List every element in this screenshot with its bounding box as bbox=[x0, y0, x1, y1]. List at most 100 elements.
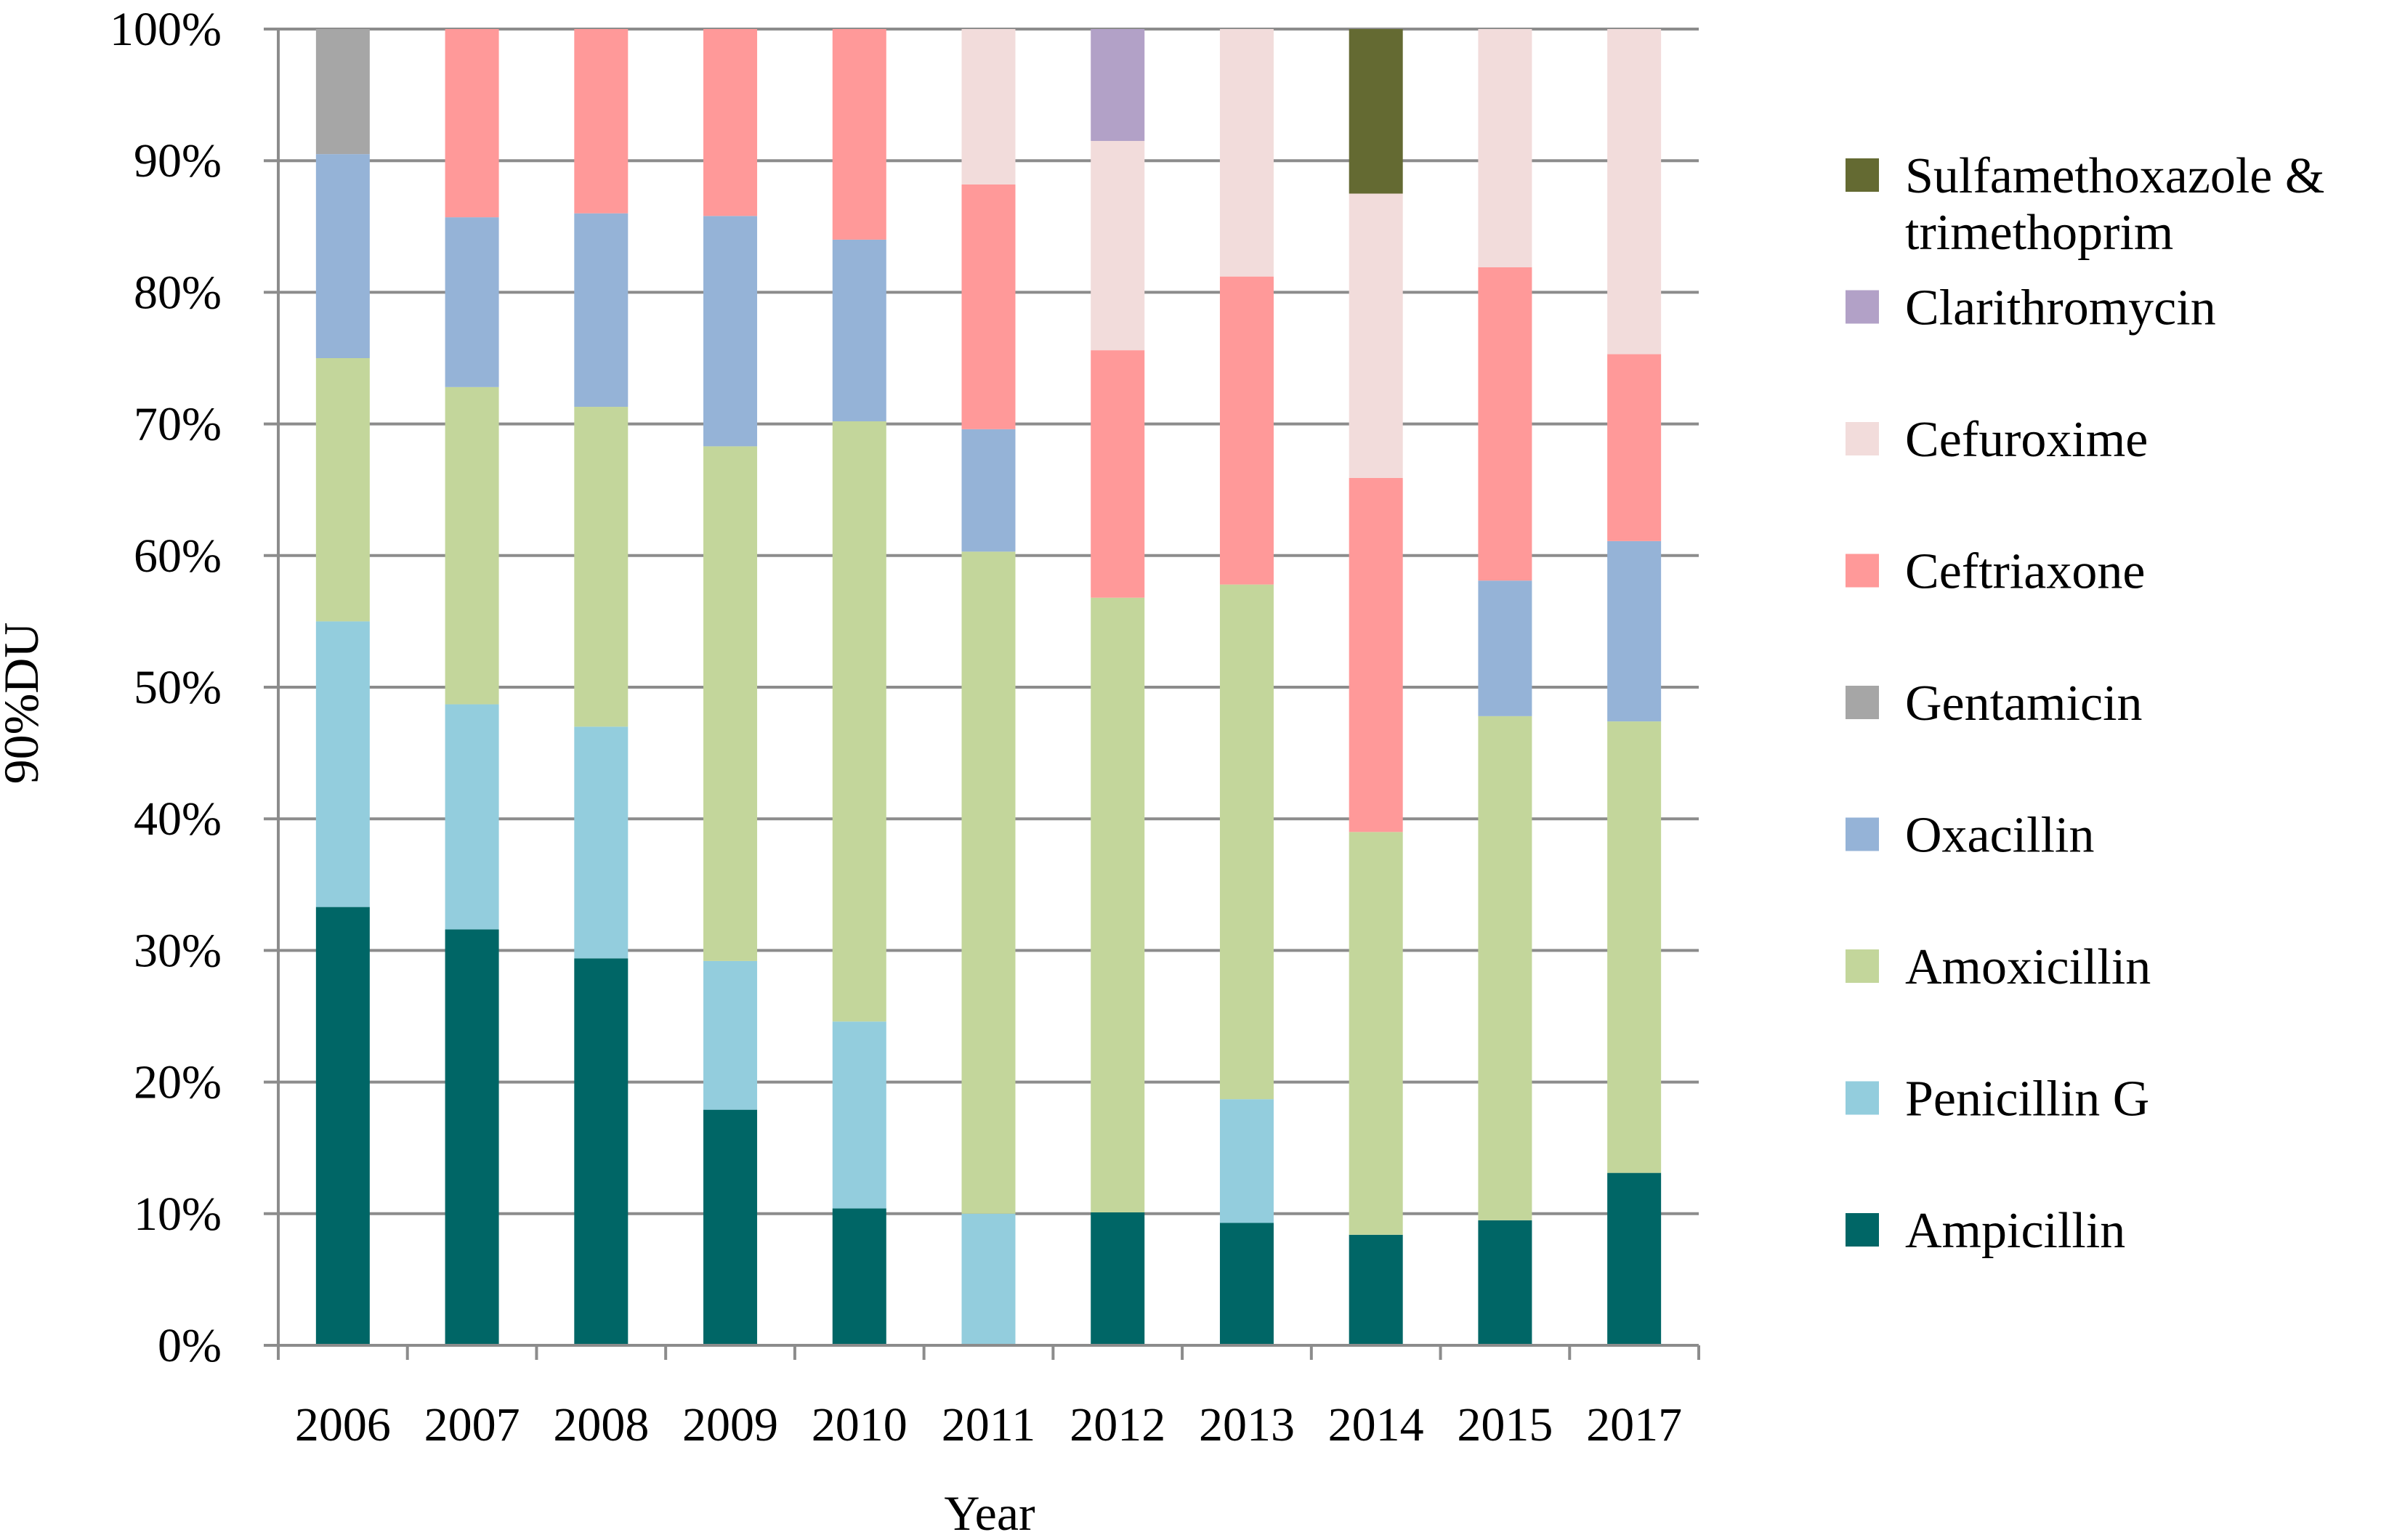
bar-segment-cefuroxime-2017 bbox=[1607, 29, 1662, 354]
y-axis-title: 90%DU bbox=[0, 623, 49, 785]
legend-label: Cefuroxime bbox=[1905, 412, 2148, 468]
bar-segment-amoxicillin-2015 bbox=[1478, 716, 1532, 1220]
bar-segment-ampicillin-2014 bbox=[1349, 1234, 1403, 1345]
x-tick-labels: 2006 2007 2008 2009 2010 2011 2012 2013 2014 2015… bbox=[295, 1398, 1682, 1451]
x-tick-label: 2015 bbox=[1457, 1398, 1553, 1451]
x-tick-label: 2017 bbox=[1586, 1398, 1682, 1451]
bar-segment-ampicillin-2006 bbox=[315, 907, 370, 1345]
y-tick-label: 70% bbox=[134, 398, 222, 451]
bars bbox=[315, 29, 1662, 1345]
y-tick-label: 60% bbox=[134, 530, 222, 583]
x-tick-label: 2006 bbox=[295, 1398, 391, 1451]
bar-segment-ceftriaxone-2011 bbox=[961, 184, 1016, 429]
legend-swatch bbox=[1846, 817, 1879, 851]
y-tick-label: 40% bbox=[134, 793, 222, 846]
bar-segment-amoxicillin-2014 bbox=[1349, 832, 1403, 1235]
x-axis-title: Year bbox=[944, 1486, 1035, 1540]
bar-segment-penicillin-g-2009 bbox=[703, 960, 758, 1110]
bar-segment-amoxicillin-2009 bbox=[703, 446, 758, 961]
bar-segment-ceftriaxone-2010 bbox=[832, 29, 886, 240]
legend-item: Ceftriaxone bbox=[1846, 544, 2145, 600]
bar-segment-ampicillin-2007 bbox=[445, 929, 499, 1345]
x-tick-label: 2012 bbox=[1070, 1398, 1165, 1451]
legend-item: Gentamicin bbox=[1846, 676, 2143, 732]
legend: Sulfamethoxazole &trimethoprim Clarithrom… bbox=[1846, 148, 2324, 1259]
bar-segment-oxacillin-2006 bbox=[315, 154, 370, 358]
legend-label: Ceftriaxone bbox=[1905, 544, 2145, 600]
y-tick-label: 0% bbox=[158, 1319, 222, 1372]
bar-segment-oxacillin-2009 bbox=[703, 216, 758, 447]
legend-label: Penicillin G bbox=[1905, 1071, 2149, 1127]
y-tick-label: 30% bbox=[134, 924, 222, 977]
bar-segment-ampicillin-2009 bbox=[703, 1109, 758, 1345]
legend-label: Oxacillin bbox=[1905, 808, 2094, 864]
y-tick-label: 90% bbox=[134, 134, 222, 187]
legend-label: Ampicillin bbox=[1905, 1203, 2125, 1259]
legend-swatch bbox=[1846, 1081, 1879, 1115]
legend-item: Clarithromycin bbox=[1846, 280, 2216, 336]
legend-swatch bbox=[1846, 1213, 1879, 1247]
bar-segment-ampicillin-2015 bbox=[1478, 1220, 1532, 1345]
legend-item: Amoxicillin bbox=[1846, 939, 2151, 995]
bar-segment-ceftriaxone-2008 bbox=[574, 29, 628, 214]
bar-segment-amoxicillin-2010 bbox=[832, 421, 886, 1022]
bar-segment-oxacillin-2011 bbox=[961, 429, 1016, 552]
bar-segment-penicillin-g-2006 bbox=[315, 621, 370, 907]
y-tick-labels: 0% 10% 20% 30% 40% 50% 60% 70% 80% 90% 100% bbox=[110, 3, 222, 1372]
x-tick-label: 2007 bbox=[424, 1398, 520, 1451]
legend-item: Cefuroxime bbox=[1846, 412, 2148, 468]
bar-segment-sulfamethoxazole-trimethoprim-2014 bbox=[1349, 29, 1403, 194]
legend-item: Sulfamethoxazole &trimethoprim bbox=[1846, 148, 2324, 261]
legend-swatch bbox=[1846, 554, 1879, 588]
bar-segment-oxacillin-2015 bbox=[1478, 580, 1532, 716]
bar-segment-ceftriaxone-2017 bbox=[1607, 354, 1662, 541]
bar-segment-gentamicin-2006 bbox=[315, 29, 370, 155]
legend-swatch bbox=[1846, 158, 1879, 192]
y-tick-label: 10% bbox=[134, 1188, 222, 1241]
bar-segment-ampicillin-2010 bbox=[832, 1208, 886, 1345]
legend-item: Oxacillin bbox=[1846, 808, 2094, 864]
bar-segment-cefuroxime-2012 bbox=[1091, 141, 1145, 351]
bar-segment-ceftriaxone-2015 bbox=[1478, 267, 1532, 581]
bar-segment-ceftriaxone-2009 bbox=[703, 29, 758, 216]
bar-segment-oxacillin-2007 bbox=[445, 217, 499, 387]
bar-segment-amoxicillin-2017 bbox=[1607, 721, 1662, 1173]
bar-segment-amoxicillin-2012 bbox=[1091, 597, 1145, 1212]
legend-label: trimethoprim bbox=[1905, 205, 2173, 261]
bar-segment-ampicillin-2017 bbox=[1607, 1172, 1662, 1345]
x-tick-label: 2011 bbox=[942, 1398, 1036, 1451]
x-tick-label: 2008 bbox=[553, 1398, 649, 1451]
bar-segment-penicillin-g-2013 bbox=[1219, 1099, 1274, 1223]
y-tick-label: 100% bbox=[110, 3, 222, 56]
bar-segment-oxacillin-2008 bbox=[574, 213, 628, 408]
bar-segment-ampicillin-2013 bbox=[1219, 1223, 1274, 1345]
bar-segment-ceftriaxone-2012 bbox=[1091, 350, 1145, 598]
x-tick-label: 2013 bbox=[1199, 1398, 1295, 1451]
legend-label: Amoxicillin bbox=[1905, 939, 2151, 995]
bar-segment-amoxicillin-2011 bbox=[961, 551, 1016, 1214]
bar-segment-cefuroxime-2013 bbox=[1219, 29, 1274, 277]
x-tick-label: 2009 bbox=[682, 1398, 778, 1451]
axes bbox=[264, 28, 1700, 1360]
legend-swatch bbox=[1846, 290, 1879, 324]
legend-label: Clarithromycin bbox=[1905, 280, 2216, 336]
bar-segment-penicillin-g-2010 bbox=[832, 1021, 886, 1209]
bar-segment-oxacillin-2010 bbox=[832, 239, 886, 421]
x-tick-label: 2010 bbox=[812, 1398, 908, 1451]
bar-segment-ampicillin-2008 bbox=[574, 958, 628, 1345]
bar-segment-ampicillin-2012 bbox=[1091, 1212, 1145, 1345]
bar-segment-amoxicillin-2006 bbox=[315, 358, 370, 622]
bar-segment-amoxicillin-2013 bbox=[1219, 584, 1274, 1100]
legend-swatch bbox=[1846, 949, 1879, 983]
bar-segment-amoxicillin-2008 bbox=[574, 407, 628, 727]
y-tick-label: 20% bbox=[134, 1056, 222, 1109]
bar-segment-cefuroxime-2011 bbox=[961, 29, 1016, 185]
bar-segment-ceftriaxone-2013 bbox=[1219, 276, 1274, 585]
legend-item: Penicillin G bbox=[1846, 1071, 2149, 1127]
legend-swatch bbox=[1846, 422, 1879, 455]
bar-segment-oxacillin-2017 bbox=[1607, 540, 1662, 722]
y-tick-label: 50% bbox=[134, 661, 222, 714]
bar-segment-cefuroxime-2014 bbox=[1349, 193, 1403, 478]
